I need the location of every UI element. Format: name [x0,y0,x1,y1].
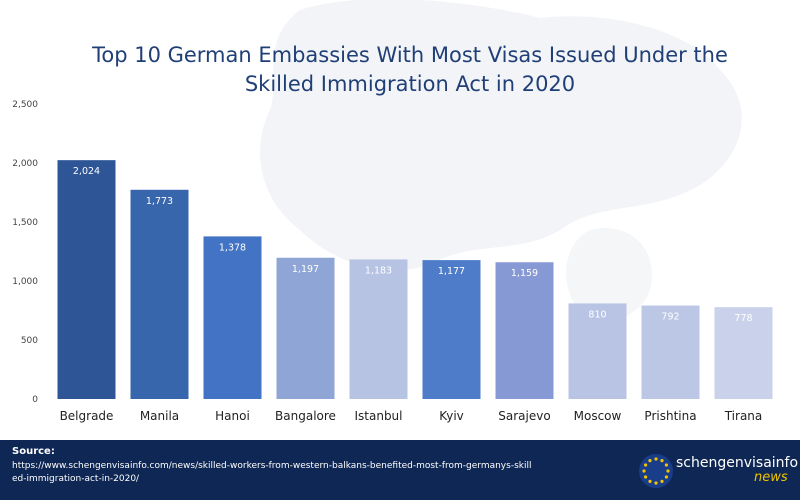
bar-value-label: 1,177 [438,266,465,277]
x-category-label: Manila [140,409,179,423]
bar-moscow [568,303,627,399]
x-category-label: Belgrade [60,409,114,423]
bar-kyiv [422,260,481,399]
bar-prishtina [641,305,700,399]
source-url[interactable]: https://www.schengenvisainfo.com/news/sk… [12,461,532,484]
y-tick-label: 2,000 [12,159,38,169]
bar-value-label: 778 [734,313,752,324]
bar-value-label: 1,197 [292,264,319,275]
y-tick-label: 0 [32,395,38,405]
bar-tirana [714,307,773,399]
chart-title-line-2: Skilled Immigration Act in 2020 [244,72,576,96]
x-category-label: Sarajevo [498,409,550,423]
bar-value-label: 1,378 [219,242,246,253]
bar-sarajevo [495,262,554,399]
source-label: Source: [12,446,55,457]
bar-value-label: 1,183 [365,265,392,276]
x-category-label: Prishtina [644,409,696,423]
logo-subtext: news [754,470,788,485]
x-category-label: Tirana [724,409,763,423]
source-footer: Source: https://www.schengenvisainfo.com… [0,440,800,500]
y-tick-label: 500 [21,336,38,346]
bar-chart: 0 500 1,000 1,500 2,000 2,500 2,024 Belgrade 1,7… [12,100,773,423]
x-category-label: Bangalore [275,409,336,423]
chart-title-line-1: Top 10 German Embassies With Most Visas … [92,43,728,67]
x-category-label: Hanoi [215,409,250,423]
x-category-label: Kyiv [439,409,464,423]
bar-value-label: 810 [588,309,606,320]
bar-bangalore [276,257,335,399]
bar-istanbul [349,259,408,399]
logo-wordmark: schengenvisainfo [676,455,799,471]
schengenvisainfo-logo[interactable]: schengenvisainfo news [638,449,798,493]
x-category-label: Istanbul [354,409,402,423]
y-tick-label: 1,500 [12,218,38,228]
y-tick-label: 2,500 [12,100,38,110]
y-tick-label: 1,000 [12,277,38,287]
bar-belgrade [57,160,116,399]
eu-stars-icon [639,454,673,488]
x-category-label: Moscow [574,409,622,423]
bar-value-label: 1,773 [146,196,173,207]
bar-manila [130,189,189,399]
bar-value-label: 2,024 [73,166,100,177]
bar-value-label: 1,159 [511,268,538,279]
bar-value-label: 792 [661,312,679,323]
bar-hanoi [203,236,262,399]
